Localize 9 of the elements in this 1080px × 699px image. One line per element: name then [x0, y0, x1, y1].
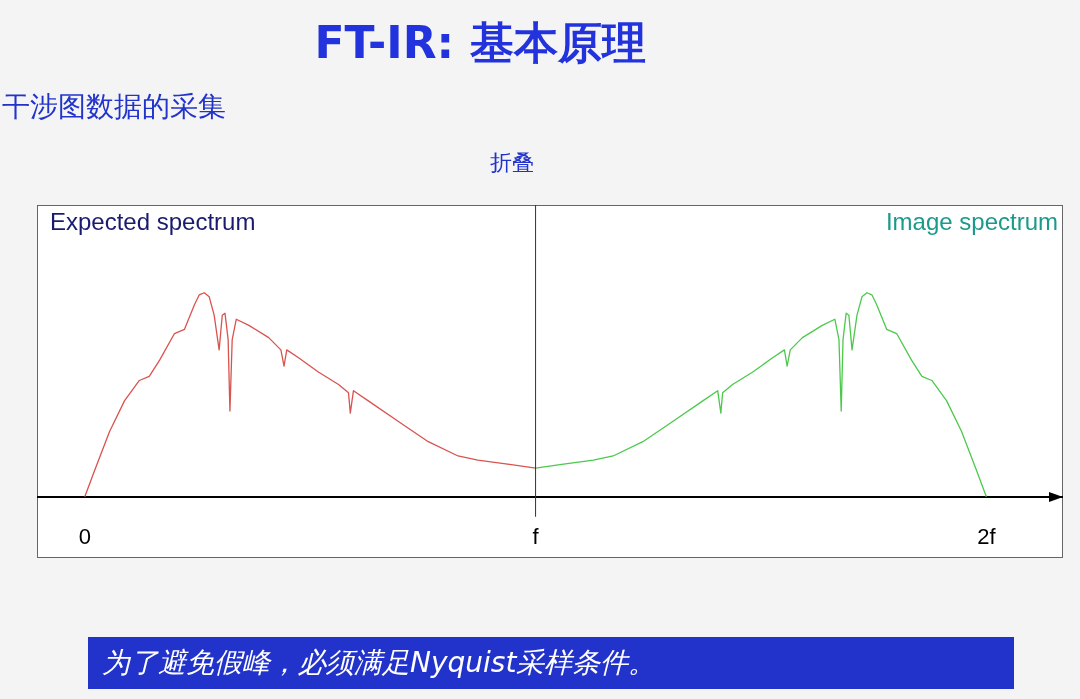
x-tick-label: 0: [78, 524, 91, 550]
text: 为了避免假峰，必须满足Nyquist采样条件。: [88, 637, 1014, 689]
chart-title: FT-IR: 基本原理: [313, 16, 647, 70]
text: Image spectrum: [885, 208, 1058, 236]
text: 折叠: [489, 149, 535, 177]
text: Expected spectrum: [50, 208, 256, 236]
x-tick-label: f: [532, 524, 540, 550]
x-tick-label: 2f: [977, 524, 997, 550]
chart-subtitle: 干涉图数据的采集: [2, 89, 226, 125]
